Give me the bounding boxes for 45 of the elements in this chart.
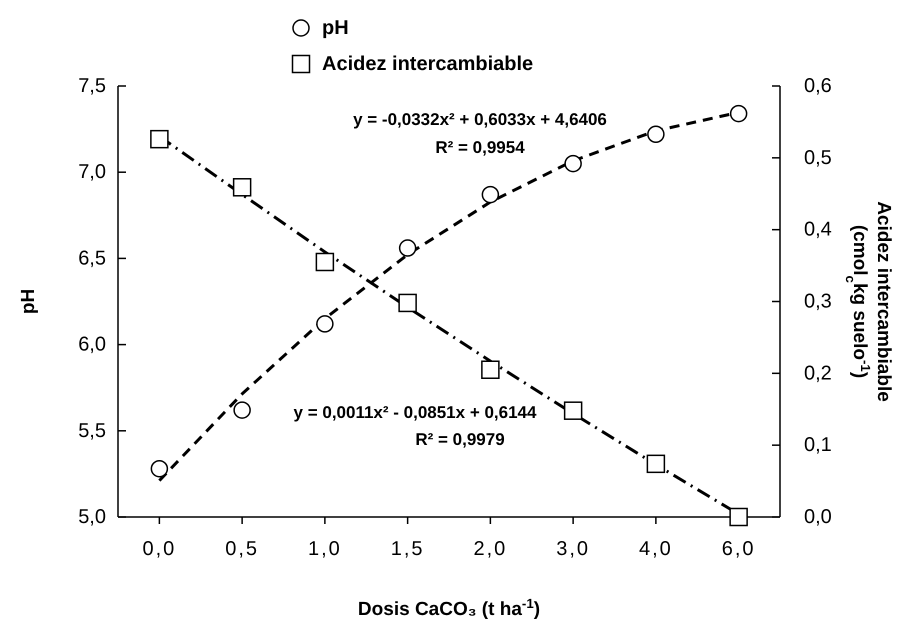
point [482, 186, 500, 204]
point [398, 294, 417, 312]
y2-tick-label: 0,5 [804, 146, 832, 169]
x-axis-title: Dosis CaCO₃ (t ha$^{-1}$) [358, 596, 540, 620]
annotation: R² = 0,9954 [435, 138, 526, 157]
y2-tick-label: 0,3 [804, 290, 832, 312]
y-tick-label: 7,5 [78, 75, 106, 97]
point [316, 315, 334, 333]
point [481, 360, 500, 379]
x-tick-label: 4,0 [638, 538, 673, 560]
y2-tick-label: 0,4 [804, 218, 832, 241]
point [233, 401, 251, 419]
legend-label: pH [322, 17, 349, 39]
point [564, 401, 582, 420]
point [150, 460, 168, 478]
y-axis-title: pH [18, 288, 38, 314]
y-tick-label: 5,5 [78, 420, 106, 442]
x-tick-label: 0,5 [225, 538, 260, 560]
y2-tick-label: 0,6 [804, 75, 832, 97]
annotation: y = 0,0011x² - 0,0851x + 0,6144 [294, 403, 538, 422]
annotation: R² = 0,9979 [415, 430, 505, 449]
point [730, 104, 748, 122]
x-tick-label: 3,0 [556, 538, 590, 560]
y-tick-label: 6,5 [78, 247, 106, 270]
y2-tick-label: 0,2 [804, 362, 832, 384]
point [729, 508, 748, 526]
y2-tick-label: 0,0 [804, 506, 832, 528]
y-tick-label: 5,0 [78, 506, 106, 528]
point [398, 239, 416, 257]
y2-tick-label: 0,1 [804, 434, 832, 456]
y-tick-label: 6,0 [78, 334, 106, 356]
point [232, 178, 252, 197]
x-tick-label: 1,5 [390, 538, 425, 560]
point [316, 252, 334, 272]
x-tick-label: 0,0 [142, 538, 176, 560]
x-tick-label: 2,0 [473, 538, 508, 560]
point [150, 130, 169, 148]
point [646, 454, 666, 474]
y-tick-label: 7,0 [78, 161, 106, 184]
annotation: y = -0,0332x² + 0,6033x + 4,6406 [353, 110, 607, 129]
point [564, 154, 582, 172]
legend-label: Acidez intercambiable [322, 53, 534, 75]
x-tick-label: 6,0 [722, 538, 756, 560]
point [647, 126, 665, 144]
x-tick-label: 1,0 [308, 538, 342, 560]
